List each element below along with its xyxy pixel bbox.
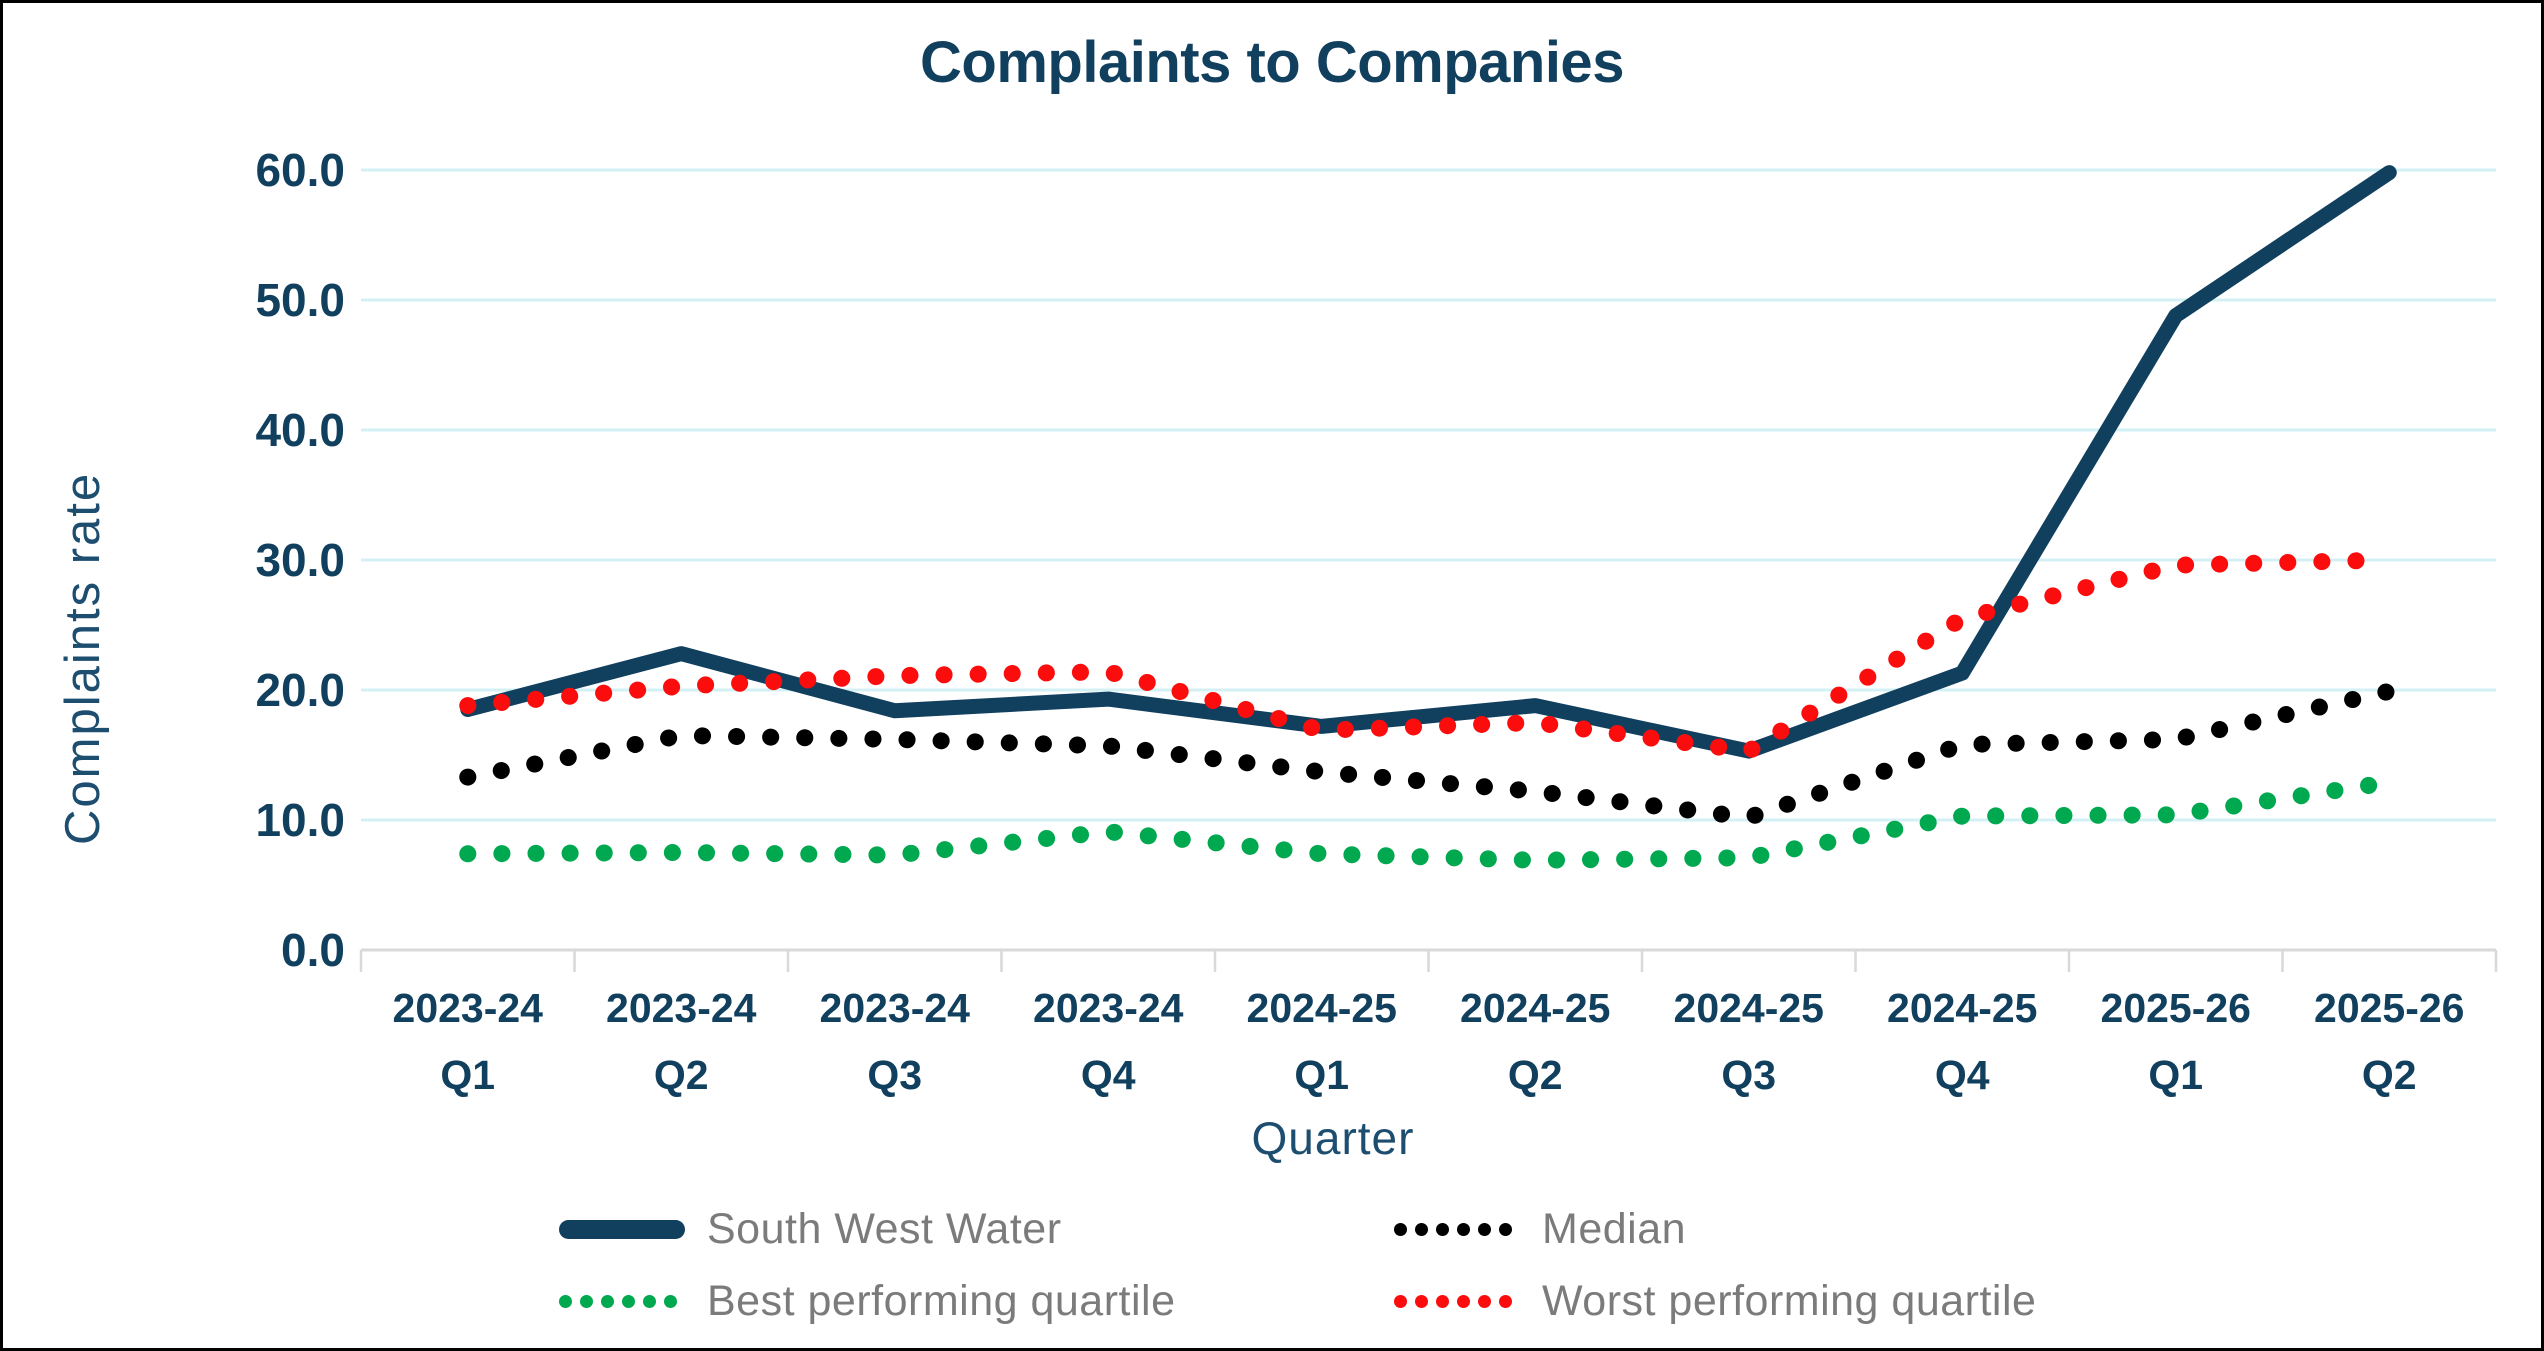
y-tick-label-20.0: 20.0 [255, 664, 345, 716]
dot-swatch-shape [664, 1294, 677, 1308]
x-tick-label-2023-24-Q4: 2023-24 Q4 [1002, 975, 1216, 1109]
x-tick-quarter: Q1 [2148, 1052, 2204, 1098]
x-tick-label-2025-26-Q2: 2025-26 Q2 [2283, 975, 2497, 1109]
legend-label: Median [1542, 1204, 1687, 1253]
series-line-south-west-water [460, 165, 2397, 759]
chart-title: Complaints to Companies [920, 30, 1624, 95]
legend-swatch-dotted-green [559, 1294, 685, 1308]
x-tick-year: 2023-24 [606, 985, 757, 1031]
x-tick-quarter: Q2 [2361, 1052, 2417, 1098]
x-tick-quarter: Q2 [653, 1052, 709, 1098]
x-tick-year: 2024-25 [1673, 985, 1824, 1031]
x-tick-label-2024-25-Q3: 2024-25 Q3 [1642, 975, 1856, 1109]
legend-label: Best performing quartile [707, 1276, 1176, 1325]
dot-swatch-shape [1478, 1294, 1491, 1308]
plot-area [359, 165, 2498, 972]
x-tick-year: 2023-24 [1033, 985, 1184, 1031]
dot-swatch-shape [559, 1294, 572, 1308]
dot-swatch-shape [1457, 1222, 1470, 1236]
x-tick-label-2024-25-Q4: 2024-25 Q4 [1856, 975, 2070, 1109]
legend-label: Worst performing quartile [1542, 1276, 2037, 1325]
series-line-best-performing-quartile [459, 773, 2398, 869]
y-axis-title: Complaints rate [56, 471, 110, 845]
legend-swatch-dotted-red [1394, 1294, 1520, 1308]
x-axis-title: Quarter [1251, 1112, 1415, 1164]
x-tick-label-2024-25-Q2: 2024-25 Q2 [1429, 975, 1643, 1109]
y-tick-label-0.0: 0.0 [281, 924, 345, 976]
dot-swatch-shape [1436, 1222, 1449, 1236]
y-tick-label-60.0: 60.0 [255, 144, 345, 196]
dot-swatch-shape [601, 1294, 614, 1308]
x-tick-year: 2024-25 [1887, 985, 2038, 1031]
dot-swatch-shape [1394, 1222, 1407, 1236]
x-tick-quarter: Q2 [1507, 1052, 1563, 1098]
x-tick-quarter: Q1 [440, 1052, 496, 1098]
x-tick-year: 2025-26 [2314, 985, 2465, 1031]
dot-swatch-shape [622, 1294, 635, 1308]
dot-swatch-shape [643, 1294, 656, 1308]
dot-swatch-shape [1436, 1294, 1449, 1308]
x-tick-label-2023-24-Q3: 2023-24 Q3 [788, 975, 1002, 1109]
x-tick-label-2023-24-Q1: 2023-24 Q1 [361, 975, 575, 1109]
dot-swatch-shape [1457, 1294, 1470, 1308]
x-tick-quarter: Q1 [1294, 1052, 1350, 1098]
y-tick-label-40.0: 40.0 [255, 404, 345, 456]
x-tick-label-2025-26-Q1: 2025-26 Q1 [2069, 975, 2283, 1109]
legend-swatch-dotted-black [1394, 1222, 1520, 1236]
x-tick-year: 2024-25 [1246, 985, 1397, 1031]
x-tick-year: 2025-26 [2100, 985, 2251, 1031]
x-axis-tick-labels: 2023-24 Q1 2023-24 Q2 2023-24 Q3 2023-24 Q4 2024… [343, 975, 2541, 1115]
x-tick-quarter: Q3 [867, 1052, 923, 1098]
legend: South West Water Median Best performing … [559, 1201, 2259, 1329]
dot-swatch-shape [1499, 1294, 1512, 1308]
x-tick-label-2024-25-Q1: 2024-25 Q1 [1215, 975, 1429, 1109]
y-tick-label-30.0: 30.0 [255, 534, 345, 586]
y-tick-label-10.0: 10.0 [255, 794, 345, 846]
dot-swatch-shape [1478, 1222, 1491, 1236]
solid-line-swatch-shape [559, 1219, 685, 1239]
legend-swatch-solid-line [559, 1219, 685, 1239]
dot-swatch-shape [1499, 1222, 1512, 1236]
legend-item-south-west-water: South West Water [559, 1201, 1394, 1257]
x-tick-year: 2023-24 [392, 985, 543, 1031]
y-tick-label-50.0: 50.0 [255, 274, 345, 326]
x-tick-year: 2024-25 [1460, 985, 1611, 1031]
legend-item-median: Median [1394, 1201, 2259, 1257]
legend-label: South West Water [707, 1204, 1062, 1253]
legend-item-best-performing-quartile: Best performing quartile [559, 1273, 1394, 1329]
legend-item-worst-performing-quartile: Worst performing quartile [1394, 1273, 2259, 1329]
x-tick-quarter: Q4 [1934, 1052, 1990, 1098]
dot-swatch-shape [580, 1294, 593, 1308]
x-tick-year: 2023-24 [819, 985, 970, 1031]
x-tick-quarter: Q3 [1721, 1052, 1777, 1098]
dot-swatch-shape [1415, 1294, 1428, 1308]
dot-swatch-shape [1394, 1294, 1407, 1308]
y-axis-tick-labels: 60.0 50.0 40.0 30.0 20.0 10.0 0.0 [131, 3, 345, 1003]
x-tick-label-2023-24-Q2: 2023-24 Q2 [575, 975, 789, 1109]
x-tick-quarter: Q4 [1080, 1052, 1136, 1098]
dot-swatch-shape [1415, 1222, 1428, 1236]
